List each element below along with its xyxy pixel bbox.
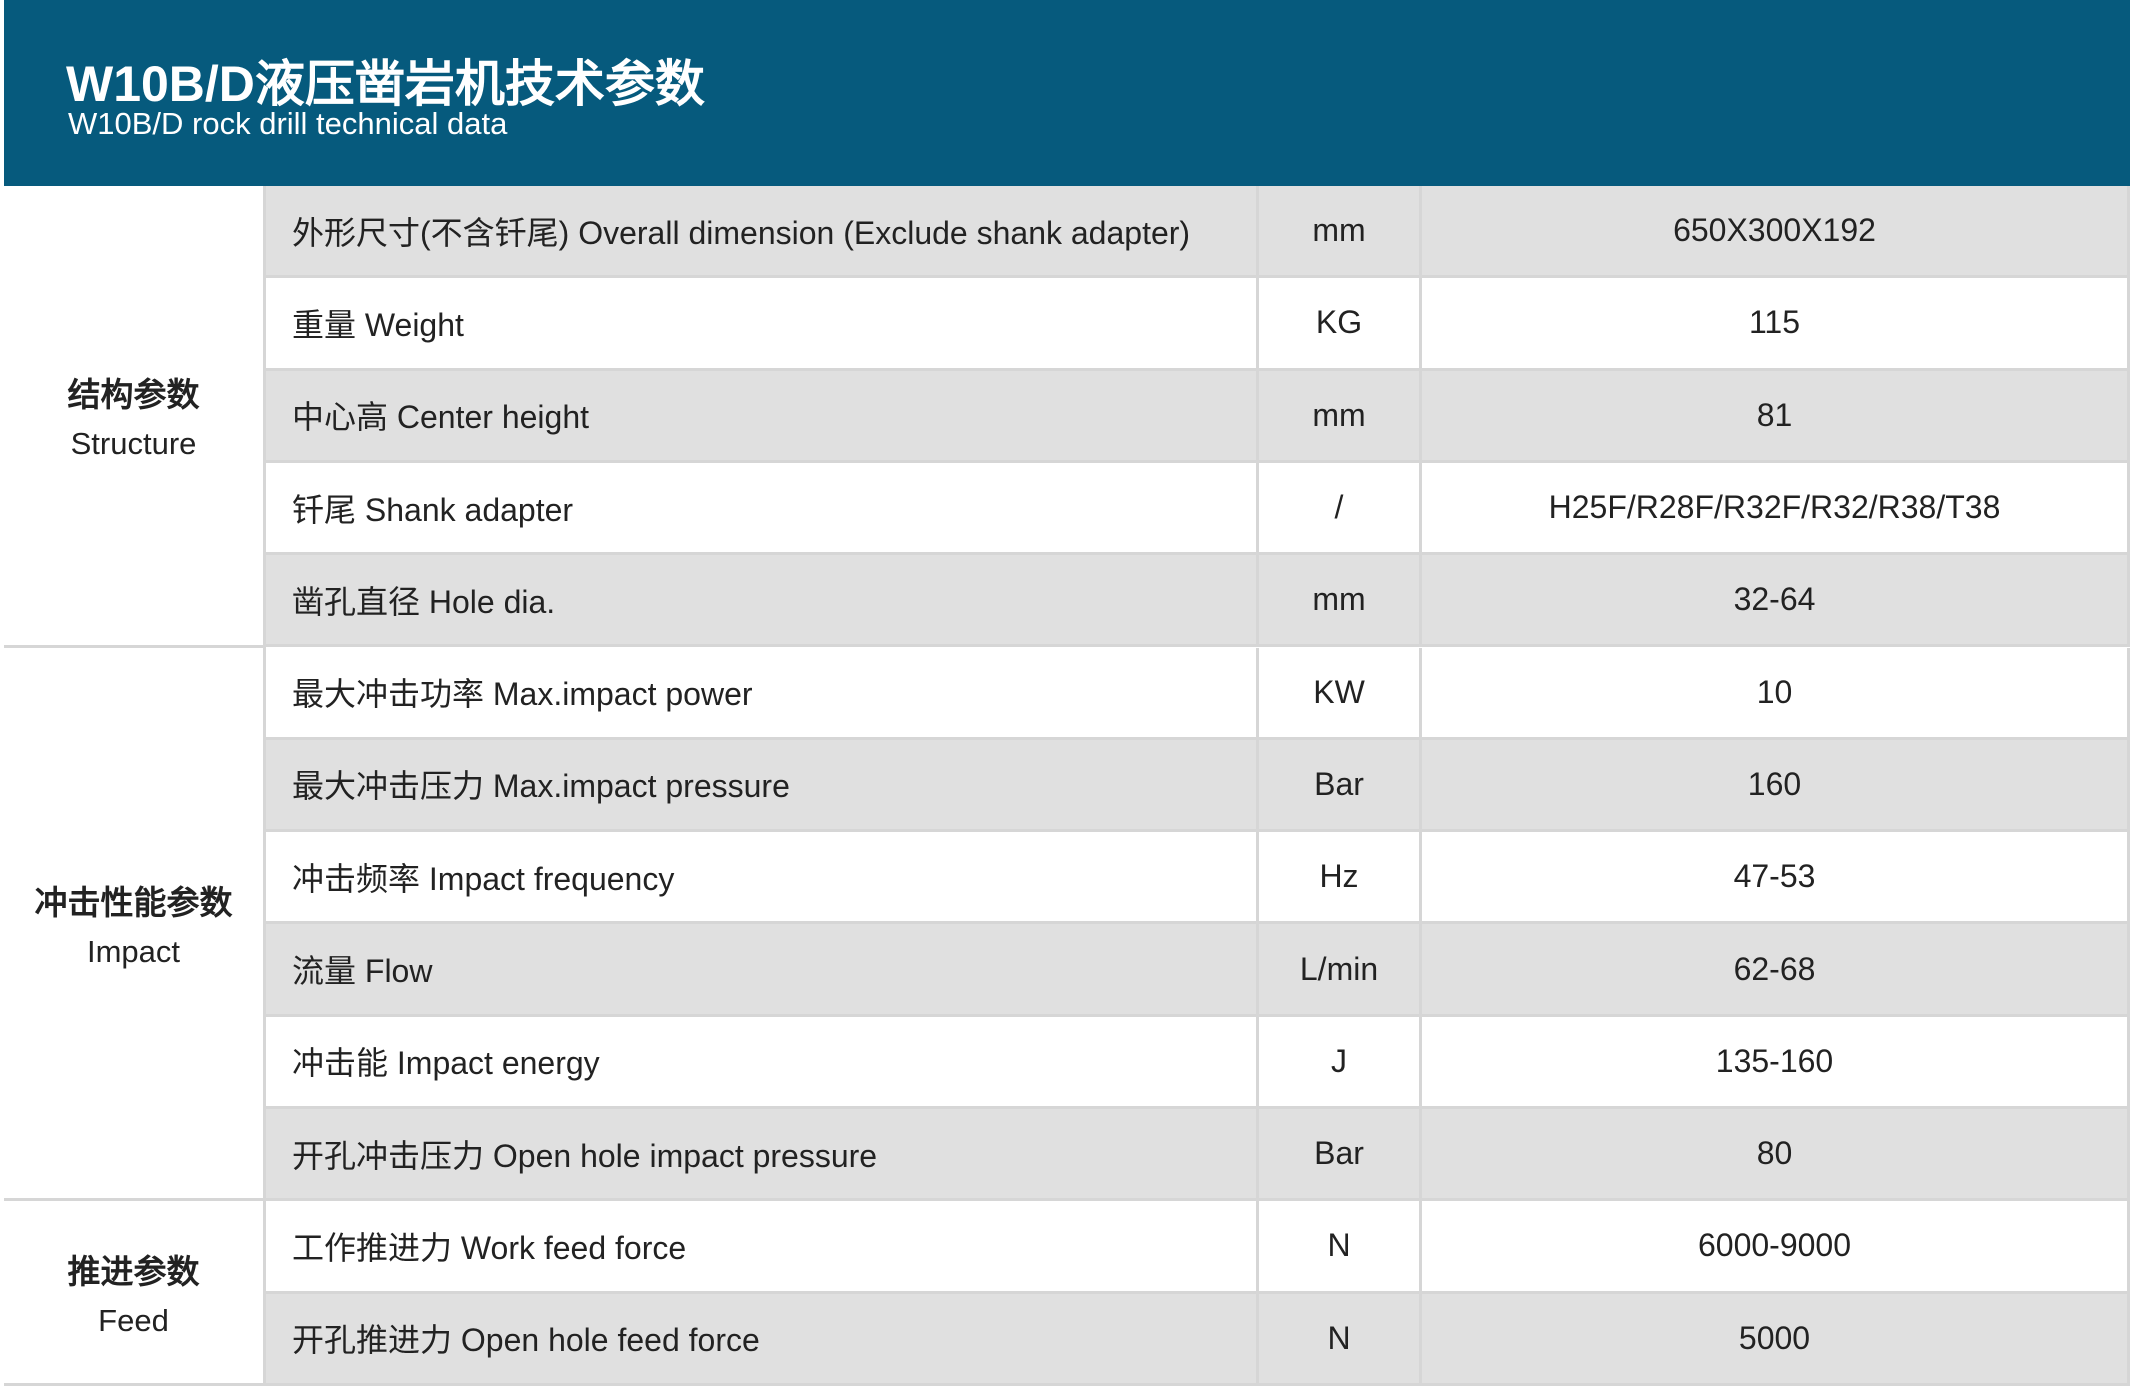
param-value: 32-64 — [1422, 555, 2130, 648]
value-text: 6000-9000 — [1697, 1227, 1852, 1264]
group-name-en: Impact — [86, 933, 181, 969]
param-unit: Bar — [1259, 739, 1422, 833]
param-name: 最大冲击压力 Max.impact pressure — [266, 739, 1259, 833]
param-value: 115 — [1422, 278, 2130, 371]
group-name-cn: 推进参数 — [67, 1253, 200, 1291]
group-name-en: Structure — [70, 426, 197, 462]
value-text: 32-64 — [1733, 581, 1816, 618]
unit-text: Bar — [1314, 765, 1364, 802]
param-value: 160 — [1422, 739, 2130, 833]
param-label: 最大冲击压力 Max.impact pressure — [292, 768, 790, 805]
param-name: 开孔推进力 Open hole feed force — [266, 1293, 1259, 1386]
param-unit: KG — [1259, 278, 1422, 371]
param-label: 钎尾 Shank adapter — [292, 491, 574, 528]
param-value: 6000-9000 — [1422, 1201, 2130, 1294]
param-name: 流量 Flow — [266, 924, 1259, 1017]
param-unit: Bar — [1259, 1109, 1422, 1202]
param-unit: mm — [1259, 555, 1422, 648]
unit-text: Bar — [1314, 1135, 1364, 1172]
value-text: 47-53 — [1733, 858, 1816, 895]
param-label: 开孔推进力 Open hole feed force — [292, 1322, 760, 1359]
title: W10B/D液压凿岩机技术参数 — [66, 56, 705, 112]
param-value: H25F/R28F/R32F/R32/R38/T38 — [1422, 462, 2130, 556]
param-value: 5000 — [1422, 1293, 2130, 1386]
param-unit: N — [1259, 1201, 1422, 1294]
value-text: 160 — [1747, 765, 1802, 802]
param-unit: L/min — [1259, 924, 1422, 1017]
value-text: 650X300X192 — [1673, 212, 1876, 249]
unit-text: N — [1327, 1319, 1351, 1356]
param-label: 重量 Weight — [292, 306, 464, 343]
unit-text: / — [1334, 489, 1344, 526]
param-value: 62-68 — [1422, 924, 2130, 1017]
group-label: 结构参数 Structure — [4, 186, 266, 648]
param-label: 冲击能 Impact energy — [292, 1045, 600, 1082]
param-unit: mm — [1259, 370, 1422, 463]
param-name: 凿孔直径 Hole dia. — [266, 555, 1259, 648]
group-name-cn: 冲击性能参数 — [34, 883, 233, 921]
unit-text: mm — [1312, 396, 1366, 433]
param-name: 最大冲击功率 Max.impact power — [266, 647, 1259, 740]
value-text: 81 — [1756, 396, 1793, 433]
param-value: 10 — [1422, 647, 2130, 740]
value-text: H25F/R28F/R32F/R32/R38/T38 — [1548, 489, 2001, 526]
param-value: 47-53 — [1422, 832, 2130, 925]
param-label: 中心高 Center height — [292, 399, 590, 436]
param-name: 外形尺寸(不含钎尾) Overall dimension (Exclude sh… — [266, 186, 1259, 279]
value-text: 5000 — [1738, 1319, 1811, 1356]
param-name: 钎尾 Shank adapter — [266, 462, 1259, 556]
param-label: 冲击频率 Impact frequency — [292, 860, 675, 897]
param-unit: / — [1259, 462, 1422, 556]
param-label: 工作推进力 Work feed force — [292, 1229, 687, 1266]
param-name: 开孔冲击压力 Open hole impact pressure — [266, 1109, 1259, 1202]
unit-text: N — [1327, 1227, 1351, 1264]
param-name: 工作推进力 Work feed force — [266, 1201, 1259, 1294]
unit-text: L/min — [1299, 950, 1379, 987]
group-name-cn: 结构参数 — [67, 376, 200, 414]
header: W10B/D液压凿岩机技术参数 W10B/D rock drill techni… — [4, 0, 2130, 186]
unit-text: J — [1331, 1042, 1347, 1079]
value-text: 62-68 — [1733, 950, 1816, 987]
param-unit: KW — [1259, 647, 1422, 740]
group-name-en: Feed — [98, 1303, 169, 1339]
value-text: 115 — [1748, 304, 1800, 341]
param-unit: J — [1259, 1016, 1422, 1109]
subtitle: W10B/D rock drill technical data — [68, 106, 508, 141]
value-text: 135-160 — [1715, 1042, 1834, 1079]
value-text: 80 — [1756, 1135, 1793, 1172]
unit-text: mm — [1312, 581, 1366, 618]
param-unit: N — [1259, 1293, 1422, 1386]
unit-text: KG — [1315, 304, 1363, 341]
param-name: 重量 Weight — [266, 278, 1259, 371]
param-label: 最大冲击功率 Max.impact power — [292, 676, 753, 713]
group-label: 推进参数 Feed — [4, 1201, 266, 1386]
param-label: 开孔冲击压力 Open hole impact pressure — [292, 1137, 878, 1174]
param-unit: mm — [1259, 186, 1422, 279]
group-label: 冲击性能参数 Impact — [4, 647, 266, 1202]
value-text: 10 — [1756, 673, 1793, 710]
unit-text: KW — [1313, 673, 1365, 710]
param-name: 中心高 Center height — [266, 370, 1259, 463]
param-value: 80 — [1422, 1109, 2130, 1202]
unit-text: mm — [1312, 212, 1366, 249]
unit-text: Hz — [1319, 858, 1359, 895]
param-value: 81 — [1422, 370, 2130, 463]
param-value: 135-160 — [1422, 1016, 2130, 1109]
param-name: 冲击能 Impact energy — [266, 1016, 1259, 1109]
param-label: 外形尺寸(不含钎尾) Overall dimension (Exclude sh… — [292, 214, 1191, 251]
param-label: 流量 Flow — [292, 953, 433, 990]
param-value: 650X300X192 — [1422, 186, 2130, 279]
param-name: 冲击频率 Impact frequency — [266, 832, 1259, 925]
param-label: 凿孔直径 Hole dia. — [292, 583, 556, 620]
param-unit: Hz — [1259, 832, 1422, 925]
